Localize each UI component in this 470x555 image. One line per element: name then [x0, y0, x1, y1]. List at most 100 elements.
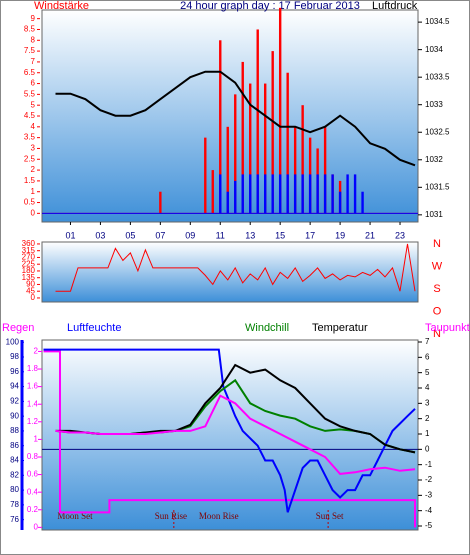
y3-tick-label: 1 — [34, 435, 39, 444]
y-tick-label: 2 — [31, 165, 36, 174]
y-tick-label: 76 — [10, 515, 19, 524]
bar — [204, 137, 207, 214]
x-tick-label: 11 — [216, 230, 225, 240]
panel-direction — [41, 241, 419, 303]
y3-tick-label: 1.2 — [27, 417, 39, 426]
y-tick-label: 82 — [10, 470, 19, 479]
y-tick-label: 96 — [10, 367, 19, 376]
annotation: Sun Rise — [155, 511, 187, 521]
bar — [286, 72, 289, 214]
legend-label: Luftfeuchte — [67, 322, 121, 334]
y2-tick-label: 1032 — [425, 155, 443, 164]
y2-tick-label: 6 — [425, 352, 430, 361]
bar — [159, 191, 162, 214]
bar — [271, 51, 274, 214]
y3-tick-label: 1.4 — [27, 399, 39, 408]
bar — [338, 191, 342, 214]
y2-tick-label: 4 — [425, 383, 430, 392]
y3-tick-label: 0.6 — [27, 470, 39, 479]
y-tick-label: 88 — [10, 426, 19, 435]
x-tick-label: 17 — [305, 230, 315, 240]
y-tick-label: 5 — [31, 100, 36, 109]
x-tick-label: 19 — [335, 230, 345, 240]
direction-label: N — [433, 238, 441, 250]
x-tick-label: 05 — [125, 230, 135, 240]
y-tick-label: 315 — [22, 246, 36, 255]
annotation: Moon Rise — [199, 511, 239, 521]
y-tick-label: 3.5 — [24, 133, 36, 142]
y3-tick-label: 1.6 — [27, 382, 39, 391]
y-tick-label: 90 — [26, 280, 35, 289]
y-tick-label: 94 — [10, 382, 19, 391]
y2-tick-label: 7 — [425, 337, 430, 346]
y-tick-label: 0 — [31, 208, 36, 217]
data-line — [55, 70, 416, 167]
data-line — [43, 348, 416, 513]
y-tick-label: 98 — [10, 352, 19, 361]
x-tick-label: 23 — [395, 230, 405, 240]
data-line — [55, 394, 416, 475]
y-tick-label: 84 — [10, 456, 19, 465]
bar — [278, 174, 282, 214]
legend-label: Regen — [2, 322, 34, 334]
x-tick-label: 03 — [95, 230, 105, 240]
x-tick-label: 09 — [185, 230, 195, 240]
bar — [249, 174, 252, 214]
y2-tick-label: 3 — [425, 398, 430, 407]
bar — [226, 191, 229, 214]
bar — [293, 126, 297, 214]
direction-label: O — [433, 305, 442, 317]
bar — [323, 174, 327, 214]
y3-tick-label: 0.4 — [27, 487, 39, 496]
bar — [316, 174, 319, 214]
y2-tick-label: -5 — [425, 521, 433, 530]
y2-tick-label: 1033.5 — [425, 72, 450, 81]
bar — [241, 174, 244, 214]
y-tick-label: 8.5 — [24, 25, 36, 34]
bar — [361, 191, 364, 214]
bar — [211, 170, 214, 214]
legend-label: Temperatur — [312, 322, 368, 334]
bar — [301, 174, 304, 214]
bar — [264, 83, 267, 214]
direction-label: N — [433, 328, 441, 340]
bar — [234, 94, 237, 214]
y2-tick-label: -3 — [425, 490, 433, 499]
bar — [256, 174, 259, 214]
bar — [271, 174, 274, 214]
y-tick-label: 5.5 — [24, 89, 36, 98]
bar — [241, 61, 244, 214]
y-tick-label: 1.5 — [24, 176, 36, 185]
y2-tick-label: -4 — [425, 506, 433, 515]
panel-wind-marks: 01 03 05 07 09 11 13 15 17 19 21 23 00.5 1 1.5 2 2.53 3.5… — [24, 7, 450, 240]
annotation: Sun Set — [316, 511, 344, 521]
y2-tick-label: 1 — [425, 429, 430, 438]
data-line — [43, 350, 416, 528]
y-tick-label: 2.5 — [24, 154, 36, 163]
bar — [293, 174, 297, 214]
y2-tick-label: 1031 — [425, 210, 443, 219]
y2-tick-label: 5 — [425, 368, 430, 377]
x-tick-label: 21 — [365, 230, 375, 240]
bar — [331, 174, 334, 214]
y-tick-label: 3 — [31, 144, 36, 153]
y-tick-label: 0.5 — [24, 198, 36, 207]
legend-label: Taupunkt — [425, 322, 470, 334]
x-tick-label: 13 — [245, 230, 255, 240]
y-tick-label: 80 — [10, 485, 19, 494]
data-line — [55, 243, 416, 292]
direction-label: W — [432, 260, 443, 272]
y2-label: Luftdruck — [372, 0, 418, 12]
y-tick-label: 360 — [22, 239, 36, 248]
y-tick-label: 270 — [22, 253, 36, 262]
y2-tick-label: -2 — [425, 475, 433, 484]
y-tick-label: 9 — [31, 14, 36, 23]
y-tick-label: 225 — [22, 259, 36, 268]
y3-tick-label: 1.8 — [27, 364, 39, 373]
bar — [219, 174, 222, 214]
panel-climate — [41, 339, 419, 531]
bar — [308, 174, 312, 214]
y2-tick-label: 1033 — [425, 100, 443, 109]
y3-tick-label: 0.8 — [27, 452, 39, 461]
